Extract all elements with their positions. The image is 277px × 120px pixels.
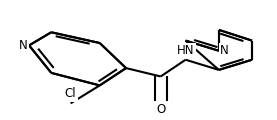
Text: Cl: Cl (65, 87, 76, 100)
Text: N: N (220, 44, 229, 57)
Text: N: N (19, 39, 28, 52)
Text: HN: HN (177, 44, 194, 57)
Text: O: O (156, 103, 165, 116)
